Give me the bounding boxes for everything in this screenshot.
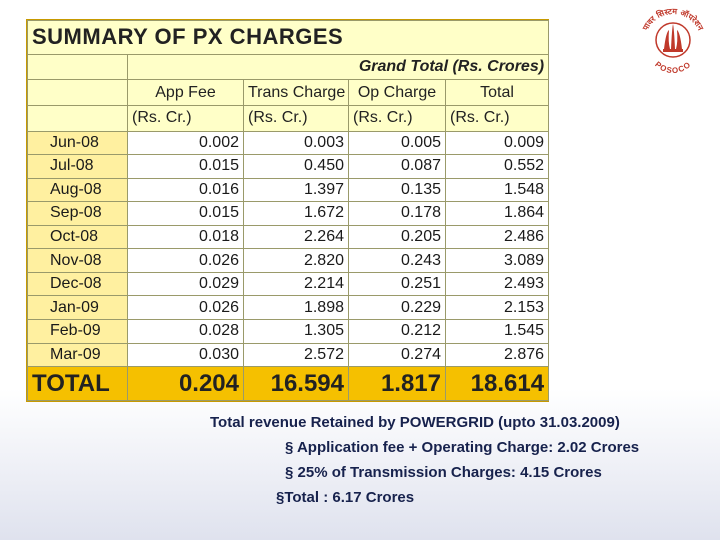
unit-op-charge: (Rs. Cr.) [348, 104, 446, 132]
table-row: Feb-09 0.028 1.305 0.212 1.545 [27, 318, 550, 344]
table-row: Mar-09 0.030 2.572 0.274 2.876 [27, 342, 550, 368]
app-fee-cell: 0.030 [127, 342, 244, 368]
trans-charge-cell: 1.305 [243, 318, 349, 344]
table-row: Sep-08 0.015 1.672 0.178 1.864 [27, 201, 550, 226]
trans-charge-cell: 2.572 [243, 342, 349, 368]
app-fee-cell: 0.016 [127, 177, 244, 203]
trans-charge-cell: 2.820 [243, 248, 349, 273]
op-charge-cell: 0.135 [348, 177, 446, 203]
op-charge-cell: 0.005 [348, 130, 446, 156]
op-charge-cell: 0.251 [348, 271, 446, 297]
px-charges-summary-table: SUMMARY OF PX CHARGES Grand Total (Rs. C… [26, 20, 550, 401]
app-fee-cell: 0.028 [127, 318, 244, 344]
total-row: TOTAL 0.204 16.594 1.817 18.614 [27, 366, 550, 401]
total-label: TOTAL [27, 366, 128, 401]
blank-cell [27, 104, 128, 132]
blank-cell [27, 79, 128, 106]
month-cell: Feb-09 [27, 318, 128, 344]
month-cell: Jun-08 [27, 130, 128, 156]
trans-charge-cell: 1.898 [243, 295, 349, 320]
svg-text:POSOCO: POSOCO [653, 60, 693, 76]
grand-total-label: Grand Total (Rs. Crores) [126, 53, 550, 81]
logo-text: POSOCO [653, 60, 692, 76]
table-row: Aug-08 0.016 1.397 0.135 1.548 [27, 177, 550, 203]
month-cell: Jan-09 [27, 295, 128, 320]
posoco-logo-icon: पावर सिस्टम ऑपरेशन POSOCO [640, 7, 705, 76]
total-trans-charge: 16.594 [243, 366, 349, 401]
total-cell: 2.486 [444, 224, 550, 250]
trans-charge-cell: 1.672 [243, 201, 349, 226]
trans-charge-cell: 2.214 [243, 271, 349, 297]
app-fee-cell: 0.026 [127, 248, 244, 273]
note-item: § 25% of Transmission Charges: 4.15 Cror… [285, 464, 602, 481]
app-fee-cell: 0.029 [127, 271, 244, 297]
column-header-app-fee: App Fee [127, 79, 244, 106]
op-charge-cell: 0.274 [348, 342, 446, 368]
total-cell: 2.493 [444, 271, 550, 297]
total-grand: 18.614 [444, 366, 550, 401]
total-cell: 0.552 [444, 154, 550, 179]
app-fee-cell: 0.018 [127, 224, 244, 250]
trans-charge-cell: 0.003 [243, 130, 349, 156]
month-cell: Sep-08 [27, 201, 128, 226]
month-cell: Nov-08 [27, 248, 128, 273]
total-cell: 2.876 [444, 342, 550, 368]
total-cell: 3.089 [444, 248, 550, 273]
op-charge-cell: 0.212 [348, 318, 446, 344]
blank-cell [27, 53, 128, 81]
table-title: SUMMARY OF PX CHARGES [26, 20, 550, 55]
note-item: §Total : 6.17 Crores [276, 489, 415, 506]
table-row: Jan-09 0.026 1.898 0.229 2.153 [27, 295, 550, 320]
op-charge-cell: 0.229 [348, 295, 446, 320]
column-header-op-charge: Op Charge [348, 79, 446, 106]
trans-charge-cell: 1.397 [243, 177, 349, 203]
table-row: Nov-08 0.026 2.820 0.243 3.089 [27, 248, 550, 273]
total-cell: 1.548 [444, 177, 550, 203]
column-header-total: Total [444, 79, 550, 106]
month-cell: Jul-08 [27, 154, 128, 179]
app-fee-cell: 0.026 [127, 295, 244, 320]
month-cell: Aug-08 [27, 177, 128, 203]
table-row: Jun-08 0.002 0.003 0.005 0.009 [27, 130, 550, 156]
trans-charge-cell: 2.264 [243, 224, 349, 250]
table-row: Jul-08 0.015 0.450 0.087 0.552 [27, 154, 550, 179]
total-op-charge: 1.817 [348, 366, 446, 401]
app-fee-cell: 0.015 [127, 201, 244, 226]
table-row: Dec-08 0.029 2.214 0.251 2.493 [27, 271, 550, 297]
table-row: Oct-08 0.018 2.264 0.205 2.486 [27, 224, 550, 250]
revenue-notes: Total revenue Retained by POWERGRID (upt… [210, 410, 715, 510]
unit-trans-charge: (Rs. Cr.) [243, 104, 349, 132]
unit-total: (Rs. Cr.) [444, 104, 550, 132]
note-item: § Application fee + Operating Charge: 2.… [285, 439, 640, 456]
px-charges-table-frame: SUMMARY OF PX CHARGES Grand Total (Rs. C… [26, 20, 550, 401]
app-fee-cell: 0.015 [127, 154, 244, 179]
unit-app-fee: (Rs. Cr.) [127, 104, 244, 132]
month-cell: Mar-09 [27, 342, 128, 368]
trans-charge-cell: 0.450 [243, 154, 349, 179]
op-charge-cell: 0.205 [348, 224, 446, 250]
op-charge-cell: 0.087 [348, 154, 446, 179]
total-cell: 1.864 [444, 201, 550, 226]
total-cell: 2.153 [444, 295, 550, 320]
app-fee-cell: 0.002 [127, 130, 244, 156]
month-cell: Dec-08 [27, 271, 128, 297]
op-charge-cell: 0.243 [348, 248, 446, 273]
total-cell: 1.545 [444, 318, 550, 344]
month-cell: Oct-08 [27, 224, 128, 250]
column-header-trans-charge: Trans Charge [243, 79, 349, 106]
notes-heading: Total revenue Retained by POWERGRID (upt… [210, 414, 620, 431]
op-charge-cell: 0.178 [348, 201, 446, 226]
total-app-fee: 0.204 [127, 366, 244, 401]
total-cell: 0.009 [444, 130, 550, 156]
